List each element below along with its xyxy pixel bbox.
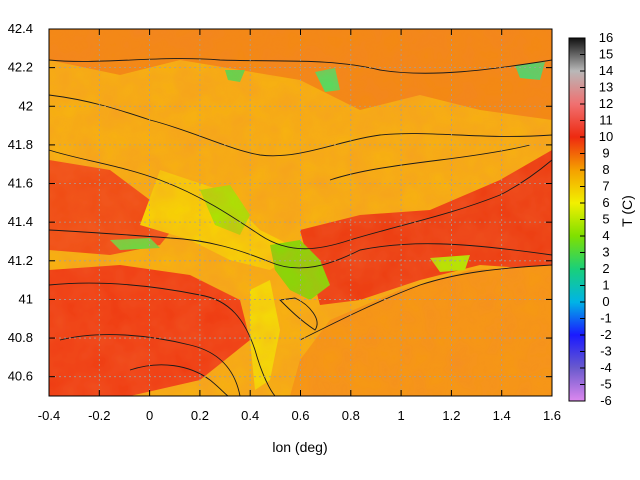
colorbar-tick-label: 7: [602, 179, 609, 194]
colorbar-tick-label: 8: [602, 162, 609, 177]
y-tick-label: 41.4: [8, 214, 33, 229]
colorbar-tick-label: 1: [602, 278, 609, 293]
x-axis: -0.4 -0.2 0 0.2 0.4 0.6 0.8 1 1.2 1.4 1.6: [38, 29, 561, 423]
colorbar-tick-label: 3: [602, 245, 609, 260]
y-tick-label: 40.6: [8, 369, 33, 384]
x-tick-label: 1: [397, 408, 404, 423]
x-tick-label: -0.2: [88, 408, 110, 423]
y-tick-label: 42.2: [8, 60, 33, 75]
y-axis: 40.6 40.8 41 41.2 41.4 41.6 41.8 42 42.2 42.4: [8, 21, 552, 384]
y-tick-label: 41: [19, 291, 33, 306]
colorbar-tick-label: -6: [600, 393, 612, 408]
y-tick-label: 42.4: [8, 21, 33, 36]
x-tick-label: -0.4: [38, 408, 60, 423]
y-tick-label: 42: [19, 98, 33, 113]
x-tick-label: 0.2: [191, 408, 209, 423]
colorbar-tick-label: -1: [600, 311, 612, 326]
colorbar-tick-label: 0: [602, 294, 609, 309]
x-tick-label: 0.6: [291, 408, 309, 423]
x-tick-label: 1.6: [543, 408, 561, 423]
y-tick-label: 40.8: [8, 330, 33, 345]
x-tick-label: 0.8: [342, 408, 360, 423]
colorbar-tick-label: 6: [602, 195, 609, 210]
colorbar-title: T (C): [619, 195, 635, 227]
colorbar-tick-label: -4: [600, 360, 612, 375]
y-tick-label: 41.8: [8, 137, 33, 152]
colorbar-tick-label: 14: [599, 63, 613, 78]
x-tick-label: 0: [146, 408, 153, 423]
grid-lines: [49, 29, 552, 396]
colorbar-tick-label: 13: [599, 80, 613, 95]
colorbar-tick-label: 11: [599, 113, 613, 128]
colorbar-tick-label: 5: [602, 212, 609, 227]
colorbar-tick-label: 12: [599, 96, 613, 111]
colorbar-tick-label: 4: [602, 228, 609, 243]
colorbar-tick-label: 10: [599, 129, 613, 144]
colorbar-tick-label: -2: [600, 327, 612, 342]
colorbar-tick-label: 2: [602, 261, 609, 276]
y-tick-label: 41.2: [8, 253, 33, 268]
colorbar-tick-label: 9: [602, 146, 609, 161]
colorbar-tick-label: -3: [600, 344, 612, 359]
x-tick-label: 1.4: [493, 408, 511, 423]
colorbar-tick-label: -5: [600, 377, 612, 392]
colorbar-tick-label: 16: [599, 30, 613, 45]
contour-lines: [48, 58, 553, 397]
x-axis-title: lon (deg): [272, 439, 327, 455]
y-tick-label: 41.6: [8, 176, 33, 191]
x-tick-label: 1.2: [442, 408, 460, 423]
x-tick-label: 0.4: [241, 408, 259, 423]
colorbar-tick-label: 15: [599, 47, 613, 62]
